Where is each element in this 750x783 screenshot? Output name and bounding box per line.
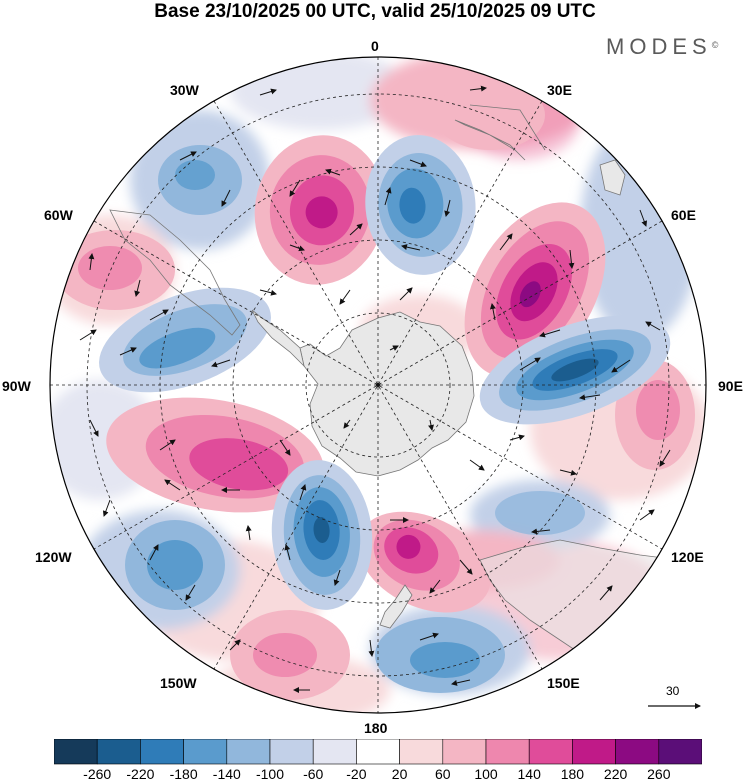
colorbar-swatch <box>54 739 98 765</box>
longitude-label-90e: 90E <box>718 378 743 394</box>
modes-logo: MODES© <box>606 34 718 60</box>
longitude-label-150w: 150W <box>160 675 197 691</box>
colorbar-tick-label: -20 <box>346 766 367 782</box>
colorbar-tick-label: 100 <box>474 766 498 782</box>
longitude-label-60e: 60E <box>671 207 696 223</box>
longitude-label-0: 0 <box>371 38 379 54</box>
reference-vector-label: 30 <box>666 684 680 698</box>
colorbar-tick-label: 20 <box>391 766 408 782</box>
colorbar-tick-label: -140 <box>212 766 241 782</box>
colorbar-swatch <box>356 739 400 765</box>
longitude-label-150e: 150E <box>547 675 580 691</box>
colorbar-tick-label: 180 <box>560 766 585 782</box>
longitude-label-30e: 30E <box>547 82 572 98</box>
brand-mark: © <box>711 40 719 50</box>
longitude-label-180: 180 <box>364 720 388 736</box>
longitude-label-120e: 120E <box>671 549 704 565</box>
colorbar-swatch <box>615 739 660 765</box>
chart-title: Base 23/10/2025 00 UTC, valid 25/10/2025… <box>154 1 596 22</box>
colorbar-tick-label: 60 <box>435 766 451 782</box>
longitude-label-90w: 90W <box>2 378 31 394</box>
graticule <box>50 57 706 713</box>
map-boundary <box>49 56 707 714</box>
colorbar-swatch <box>485 739 530 765</box>
africa <box>454 104 546 161</box>
longitude-label-30w: 30W <box>170 82 199 98</box>
colorbar-tick-label: 140 <box>517 766 541 782</box>
colorbar <box>54 739 702 765</box>
new-zealand <box>379 584 413 629</box>
pole-marker <box>376 383 380 387</box>
antarctic-peninsula <box>251 309 305 368</box>
colorbar-swatch <box>183 739 228 765</box>
madagascar <box>599 159 626 196</box>
colorbar-tick-label: -260 <box>83 766 112 782</box>
brand-name: MODES <box>606 34 712 59</box>
colorbar-swatch <box>269 739 314 765</box>
colorbar-swatch <box>442 739 487 765</box>
colorbar-swatch <box>658 739 702 765</box>
colorbar-swatch <box>96 739 141 765</box>
colorbar-swatch <box>312 739 357 765</box>
colorbar-tick-label: -180 <box>169 766 198 782</box>
colorbar-tick-label: 220 <box>603 766 628 782</box>
wind-vectors <box>79 85 671 693</box>
colorbar-labels: -260 -220 -180 -140 -100 -60 -20 20 60 100 140 180 2… <box>0 766 750 783</box>
colorbar-tick-label: -220 <box>126 766 155 782</box>
colorbar-swatch <box>572 739 616 765</box>
south-america <box>109 209 241 336</box>
colorbar-tick-label: 260 <box>647 766 671 782</box>
colorbar-swatch <box>399 739 444 765</box>
colorbar-swatch <box>528 739 573 765</box>
colorbar-tick-label: -100 <box>255 766 285 782</box>
longitude-label-120w: 120W <box>35 549 72 565</box>
colorbar-swatch <box>226 739 271 765</box>
longitude-label-60w: 60W <box>44 207 73 223</box>
negative-anomalies <box>99 135 671 693</box>
colorbar-swatch <box>140 739 184 765</box>
colorbar-tick-label: -60 <box>303 766 324 782</box>
